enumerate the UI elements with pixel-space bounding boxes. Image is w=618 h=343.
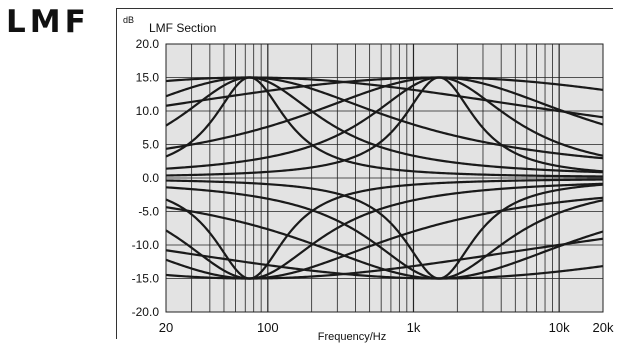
response-curve [165, 76, 604, 150]
chart-frame [116, 8, 613, 339]
response-curve [165, 182, 604, 280]
response-curve [165, 179, 604, 280]
response-curve [165, 76, 604, 177]
response-curve [165, 76, 604, 107]
y-tick-label: 15.0 [136, 71, 160, 85]
y-tick-label: 0.0 [142, 171, 159, 185]
plot-border [165, 43, 604, 313]
x-tick-label: 100 [257, 320, 279, 335]
y-tick-label: 20.0 [136, 37, 160, 51]
y-axis-label: dB [123, 15, 134, 25]
x-tick-labels: 20 100 1k 10k 20k [159, 320, 614, 335]
x-tick-label: 1k [407, 320, 421, 335]
response-curves [165, 76, 604, 280]
chart-title: LMF Section [149, 21, 216, 35]
x-tick-label: 10k [549, 320, 570, 335]
y-tick-label: -10.0 [132, 238, 160, 252]
y-tick-label: -15.0 [132, 272, 160, 286]
x-tick-label: 20k [593, 320, 614, 335]
x-axis-label: Frequency/Hz [318, 331, 386, 343]
response-curve [165, 186, 604, 280]
brand-logo: LMF [6, 4, 90, 40]
x-tick-label: 20 [159, 320, 173, 335]
response-curve [165, 76, 604, 174]
response-curve [165, 249, 604, 280]
response-curve [165, 76, 604, 170]
y-tick-label: 5.0 [142, 138, 159, 152]
y-tick-label: 10.0 [136, 104, 160, 118]
y-tick-labels: 20.0 15.0 10.0 5.0 0.0 -5.0 -10.0 -15.0 -20.0 [132, 37, 160, 319]
response-curve [165, 206, 604, 280]
y-tick-label: -5.0 [138, 205, 159, 219]
y-tick-label: -20.0 [132, 305, 160, 319]
response-curve [165, 76, 604, 178]
response-curve [165, 178, 604, 280]
